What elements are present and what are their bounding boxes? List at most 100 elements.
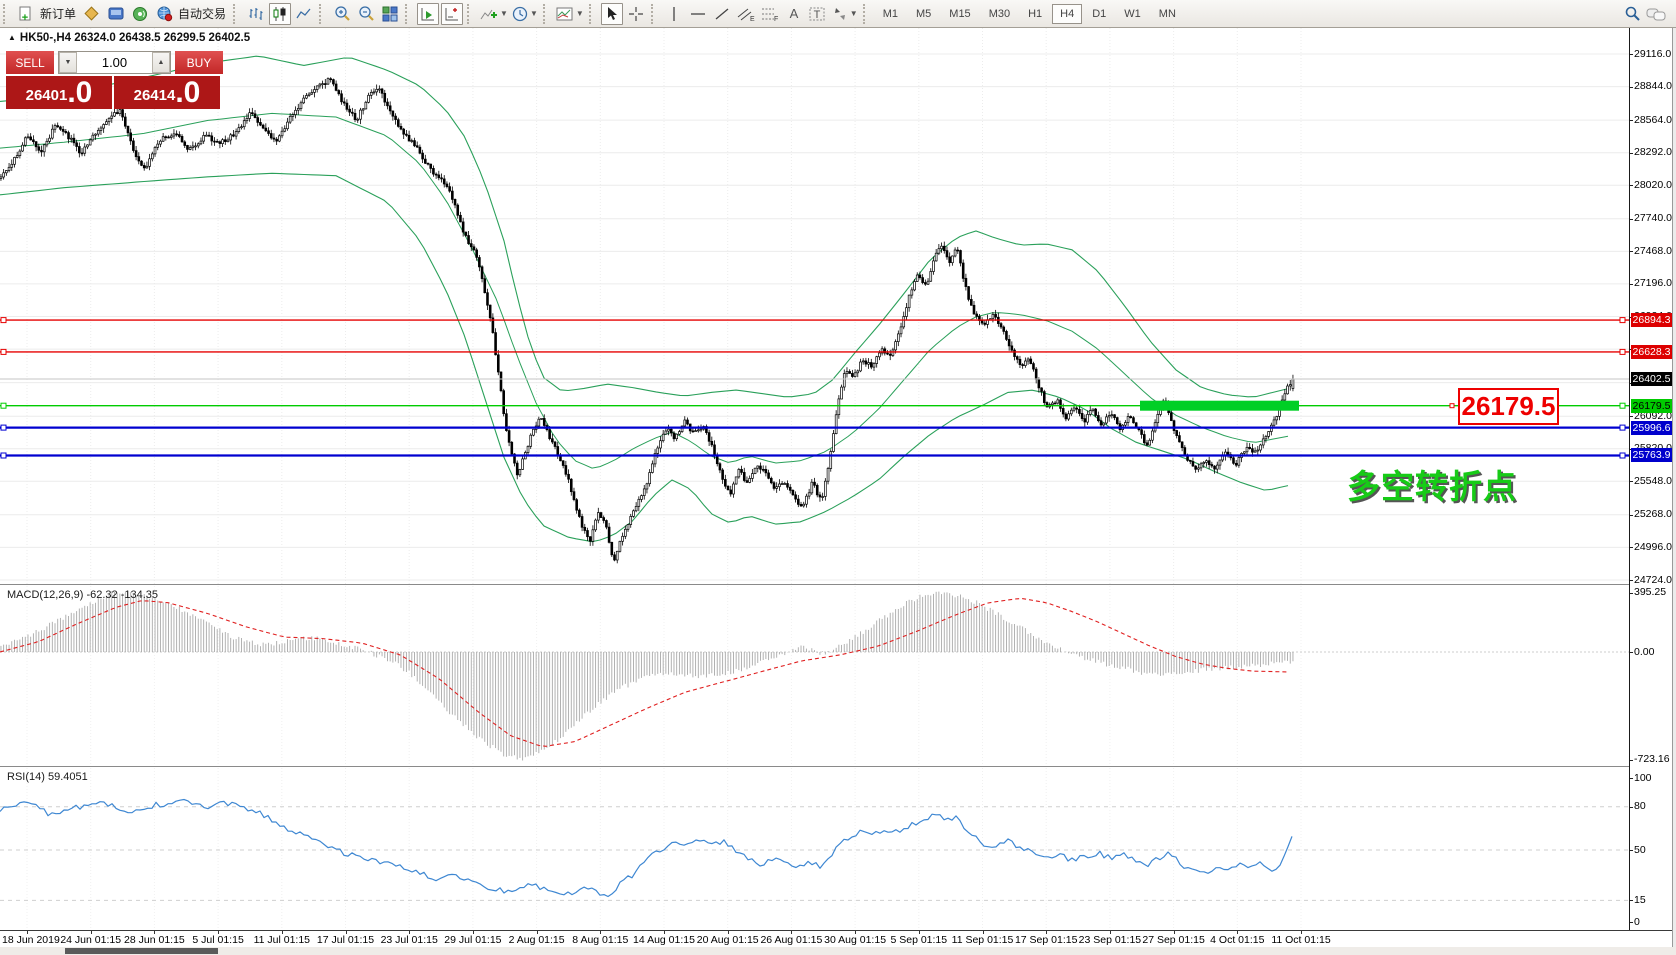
price-tick-label: 28564.0 <box>1634 113 1672 126</box>
axis-tick-mark <box>1630 850 1633 851</box>
search-button[interactable] <box>1621 3 1643 25</box>
timeframe-M30[interactable]: M30 <box>988 7 1011 20</box>
bar-chart-button[interactable] <box>245 3 267 25</box>
time-tick-mark <box>1109 931 1111 934</box>
signal-icon[interactable] <box>129 3 151 25</box>
timeframe-MN[interactable]: MN <box>1158 7 1176 20</box>
time-tick-label: 17 Sep 01:15 <box>1014 934 1078 946</box>
toolbar-grip[interactable] <box>588 3 596 24</box>
main-toolbar: + 新订单 自动交易 <box>0 0 1676 28</box>
pane-separator[interactable] <box>0 766 1676 767</box>
time-tick-label: 11 Oct 01:15 <box>1271 934 1331 946</box>
buy-price[interactable]: 26414.0 <box>114 76 220 109</box>
indicators-button[interactable]: ▼ <box>479 3 509 25</box>
volume-input[interactable]: 1.00 <box>101 55 128 70</box>
toolbar-grip[interactable] <box>405 3 412 24</box>
time-tick-mark <box>1237 931 1239 934</box>
timeframe-M1[interactable]: M1 <box>882 7 898 20</box>
timeframe-W1[interactable]: W1 <box>1124 7 1141 20</box>
text-label-button[interactable]: T <box>807 3 829 25</box>
price-level-label[interactable]: 26179.5 <box>1458 388 1559 425</box>
time-tick-label: 18 Jun 2019 <box>2 934 60 946</box>
buy-price-main: 26414 <box>133 87 176 104</box>
buy-button[interactable]: BUY <box>175 51 223 74</box>
collapse-icon[interactable]: ▲ <box>8 33 16 42</box>
axis-tick-mark <box>1630 54 1633 55</box>
trendline-button[interactable] <box>711 3 733 25</box>
axis-tick-mark <box>1630 152 1633 154</box>
periods-button[interactable]: ▼ <box>511 3 539 25</box>
time-tick-mark <box>600 931 602 934</box>
axis-tick-mark <box>1630 86 1633 88</box>
volume-decrease-button[interactable]: ▼ <box>59 52 77 73</box>
new-order-button[interactable]: + <box>15 3 37 25</box>
price-badge-25763.9: 25763.9 <box>1631 448 1672 463</box>
toolbar-grip[interactable] <box>467 3 474 24</box>
auto-scroll-button[interactable] <box>417 2 440 25</box>
auto-trading-label[interactable]: 自动交易 <box>178 7 227 21</box>
price-axis[interactable]: 29116.0 28844.0 28564.0 28292.0 28020.0 27740… <box>1630 28 1672 930</box>
timeframe-H4[interactable]: H4 <box>1052 3 1083 24</box>
price-badge-26402.5: 26402.5 <box>1631 371 1672 386</box>
chat-button[interactable] <box>1645 3 1667 25</box>
time-tick-label: 11 Jul 01:15 <box>253 934 311 946</box>
pane-separator[interactable] <box>0 584 1676 585</box>
turning-point-annotation[interactable]: 多空转折点 <box>1347 468 1517 505</box>
toolbar-grip[interactable] <box>233 3 240 24</box>
rsi-pane[interactable] <box>0 768 1630 930</box>
toolbar-grip[interactable] <box>3 3 10 24</box>
timeframe-D1[interactable]: D1 <box>1092 7 1107 20</box>
toolbar-grip[interactable] <box>319 3 326 24</box>
svg-text:+: + <box>22 12 28 22</box>
toolbar-grip[interactable] <box>862 3 870 24</box>
fibonacci-button[interactable]: F <box>759 3 781 25</box>
cursor-button[interactable] <box>600 2 623 25</box>
new-order-label[interactable]: 新订单 <box>40 7 77 21</box>
price-axis-border <box>1629 28 1630 930</box>
equidistant-channel-button[interactable]: E <box>735 3 757 25</box>
text-button[interactable]: A <box>783 3 805 25</box>
profiles-icon[interactable] <box>81 3 103 25</box>
time-axis[interactable]: 18 Jun 2019 24 Jun 01:15 28 Jun 01:15 5 Jul… <box>0 930 1676 947</box>
axis-tick-mark <box>1630 120 1633 122</box>
time-tick-label: 30 Aug 01:15 <box>824 934 887 946</box>
toolbar-grip[interactable] <box>650 3 658 24</box>
volume-increase-button[interactable]: ▲ <box>152 52 170 73</box>
axis-tick-mark <box>1630 652 1633 653</box>
auto-trading-icon[interactable] <box>153 3 175 25</box>
axis-tick-mark <box>1630 900 1633 902</box>
axis-tick-mark <box>1630 416 1633 418</box>
sell-price[interactable]: 26401.0 <box>6 76 112 109</box>
window-edge <box>1673 28 1676 947</box>
tile-windows-icon[interactable] <box>379 3 401 25</box>
axis-tick-mark <box>1630 185 1633 187</box>
one-click-trading-panel: SELL ▼ 1.00 ▲ BUY 26401.0 26414.0 <box>6 51 223 109</box>
time-tick-label: 11 Sep 01:15 <box>951 934 1014 946</box>
timeframe-M15[interactable]: M15 <box>949 7 971 20</box>
zoom-in-button[interactable] <box>331 3 353 25</box>
templates-button[interactable]: ▼ <box>555 3 585 25</box>
price-chart-pane[interactable] <box>0 28 1630 584</box>
svg-text:E: E <box>750 16 755 22</box>
market-watch-icon[interactable] <box>105 3 127 25</box>
horizontal-line-button[interactable] <box>687 3 709 25</box>
zoom-out-button[interactable] <box>355 3 377 25</box>
time-tick-mark <box>918 931 920 934</box>
timeframe-H1[interactable]: H1 <box>1028 7 1043 20</box>
arrows-button[interactable]: ▼ <box>831 3 859 25</box>
chart-shift-button[interactable] <box>441 2 464 25</box>
time-tick-label: 17 Jul 01:15 <box>316 934 375 946</box>
time-tick-label: 23 Sep 01:15 <box>1078 934 1142 946</box>
time-tick-mark <box>472 931 474 934</box>
vertical-line-button[interactable] <box>663 3 685 25</box>
crosshair-button[interactable] <box>625 3 647 25</box>
timeframe-M5[interactable]: M5 <box>916 7 932 20</box>
line-chart-button[interactable] <box>293 3 315 25</box>
sell-button[interactable]: SELL <box>6 51 54 74</box>
toolbar-grip[interactable] <box>542 3 550 24</box>
macd-pane[interactable] <box>0 586 1630 766</box>
time-tick-mark <box>982 931 984 934</box>
chevron-down-icon: ▼ <box>529 9 538 18</box>
candlestick-chart-button[interactable] <box>269 2 292 25</box>
price-tick-label: 28020.0 <box>1634 178 1672 191</box>
